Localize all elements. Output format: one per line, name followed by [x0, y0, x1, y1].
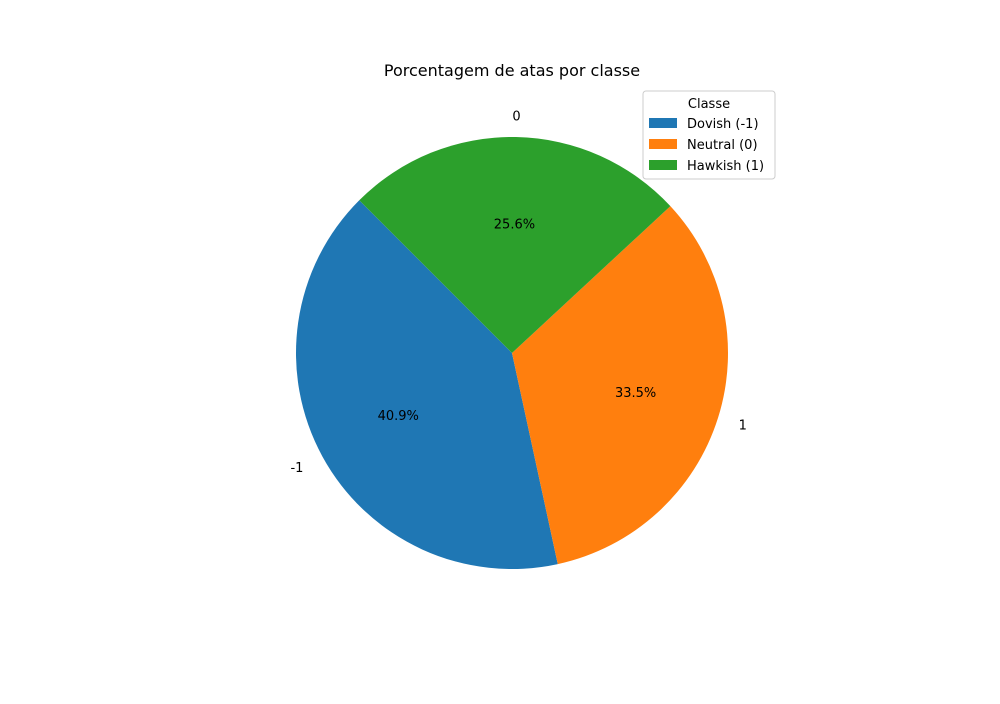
legend-label-dovish: Dovish (-1) [687, 117, 759, 132]
pie-slice-0 [359, 137, 671, 353]
slice-percentage-label: 40.9% [378, 409, 419, 424]
legend-label-neutral: Neutral (0) [687, 138, 758, 153]
pie-slices [295, 137, 728, 569]
legend: Classe Dovish (-1) Neutral (0) Hawkish (… [642, 90, 776, 180]
slice-percentage-label: 33.5% [615, 386, 656, 401]
legend-frame [642, 90, 776, 180]
slice-category-label: 1 [739, 418, 747, 433]
legend-swatch-dovish [649, 118, 677, 128]
slice-category-label: -1 [290, 461, 303, 476]
slice-percentage-label: 25.6% [494, 217, 535, 232]
pie-slice-1 [512, 206, 728, 565]
pie-slice--1 [295, 200, 558, 569]
legend-title: Classe [688, 97, 730, 112]
legend-label-hawkish: Hawkish (1) [687, 159, 764, 174]
slice-category-label: 0 [512, 109, 520, 124]
chart-title: Porcentagem de atas por classe [384, 61, 640, 80]
pie-labels: -1 40.9% 1 33.5% 0 25.6% [290, 109, 746, 475]
legend-swatch-hawkish [649, 160, 677, 170]
legend-swatch-neutral [649, 139, 677, 149]
